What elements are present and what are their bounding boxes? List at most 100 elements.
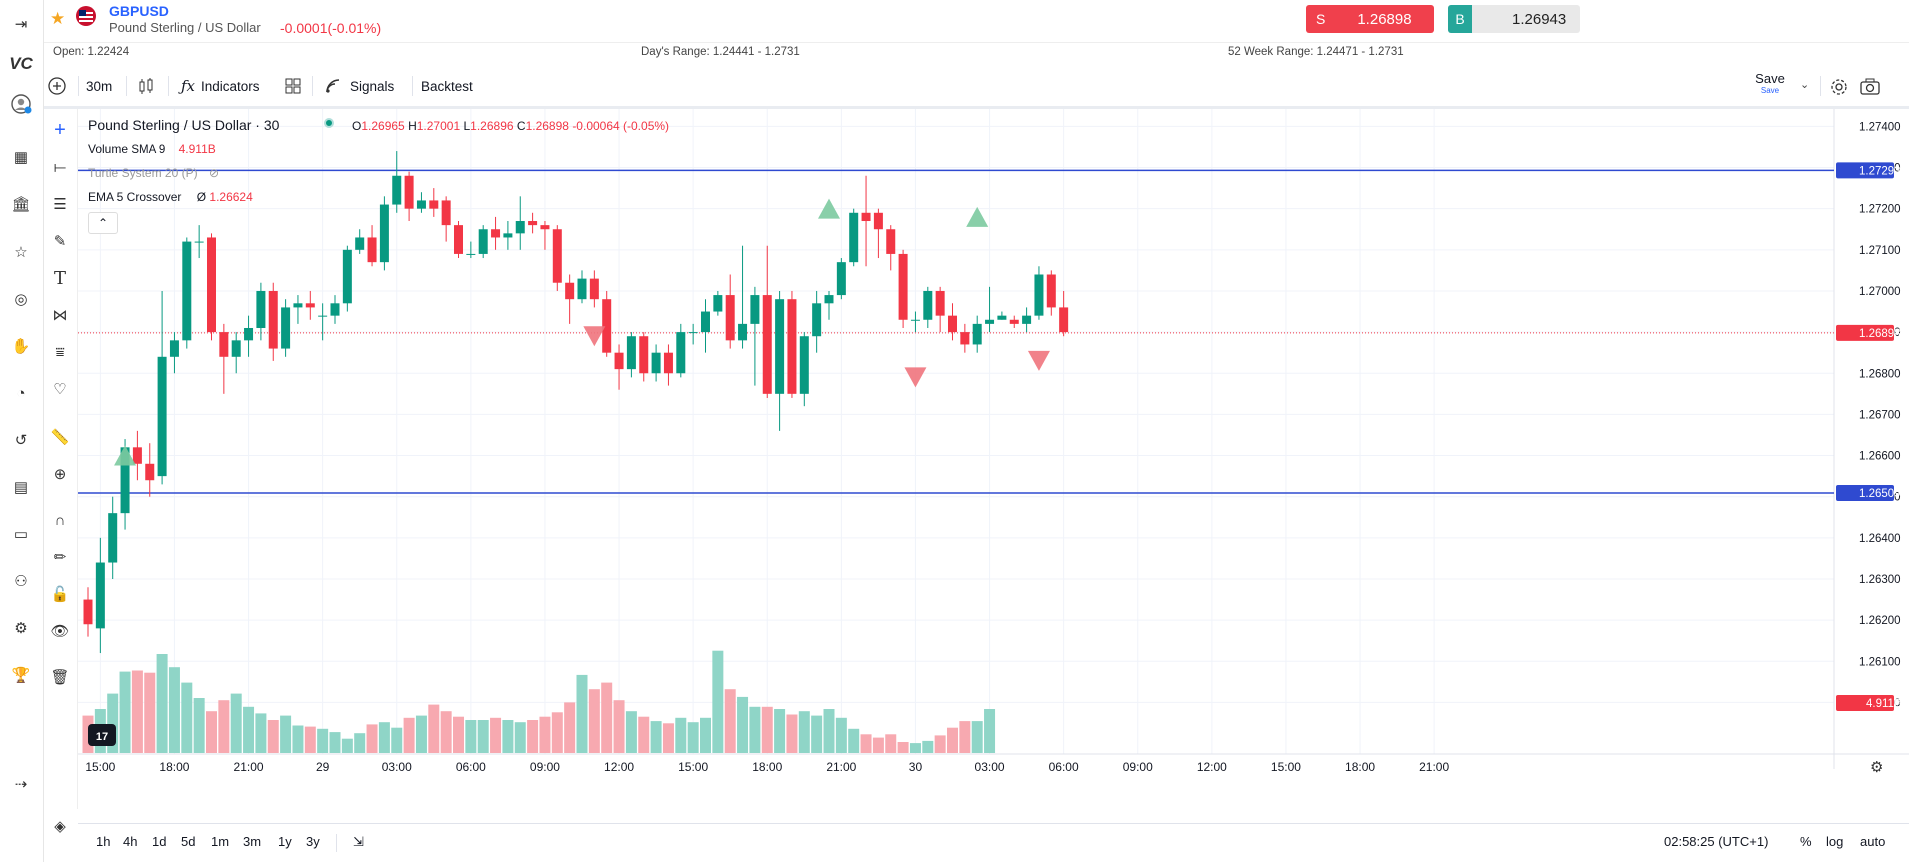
price-change: -0.0001(-0.01%) — [280, 20, 382, 36]
heart-icon[interactable]: ♡ — [53, 381, 67, 398]
bank-icon[interactable]: 🏛 — [11, 196, 31, 213]
trendline-icon[interactable]: ⟝ — [53, 158, 67, 176]
profile-icon[interactable]: ◎ — [14, 291, 28, 308]
screenshot-button[interactable] — [1859, 77, 1881, 100]
goto-date-icon[interactable]: ⇲ — [353, 834, 364, 849]
ema-symbol: Ø — [196, 190, 207, 204]
range-1y[interactable]: 1y — [278, 834, 292, 849]
trophy-icon[interactable]: 🏆 — [11, 667, 31, 684]
bottom-toolbar: 1h 4h 1d 5d 1m 3m 1y 3y ⇲ 02:58:25 (UTC+… — [78, 823, 1909, 860]
layers-icon[interactable]: ◈ — [54, 818, 66, 835]
pattern-icon[interactable]: ⋈ — [52, 307, 68, 324]
lock-drawing-icon[interactable]: ✏ — [53, 549, 67, 566]
volume-bar — [156, 654, 168, 753]
candle-body — [663, 352, 673, 374]
brush-icon[interactable]: ✎ — [53, 233, 67, 250]
signal-icon — [326, 79, 340, 93]
range-1d[interactable]: 1d — [152, 834, 167, 849]
chart-settings-button[interactable] — [1829, 77, 1849, 100]
unlock-icon[interactable]: 🔓 — [50, 586, 70, 603]
expand-icon[interactable]: ⇥ — [14, 16, 28, 33]
document-icon[interactable]: ▤ — [13, 479, 29, 496]
hand-coin-icon[interactable]: ✋ — [11, 338, 31, 355]
chart-type-button[interactable] — [136, 75, 156, 97]
legend-title[interactable]: Pound Sterling / US Dollar · 30 — [88, 117, 280, 133]
price-chart[interactable]: 1.275001.274001.273001.272001.271001.270… — [78, 109, 1909, 822]
grid-icon — [285, 78, 301, 94]
forecast-icon[interactable]: ⩸ — [55, 343, 65, 361]
c-label: C — [516, 119, 526, 133]
volume-bar — [514, 722, 526, 753]
vc-logo-icon[interactable]: VC — [9, 54, 33, 73]
collapse-legend-button[interactable]: ⌃ — [88, 212, 118, 234]
candle-body — [355, 237, 365, 250]
interval-button[interactable]: 30m — [86, 78, 113, 94]
save-dropdown-icon[interactable]: ⌄ — [1800, 79, 1810, 91]
volume-bar — [317, 728, 329, 753]
apps-icon[interactable]: ▦ — [13, 149, 29, 166]
templates-button[interactable] — [284, 75, 302, 97]
buy-label: B — [1448, 5, 1472, 33]
pie-chart-icon[interactable]: ◔ — [16, 384, 26, 402]
hline-price-tag — [1836, 484, 1894, 501]
trash-icon[interactable]: 🗑 — [50, 669, 70, 686]
candle-body — [787, 299, 797, 394]
ema-legend[interactable]: EMA 5 Crossover Ø 1.26624 — [88, 190, 253, 204]
volume-bar — [144, 672, 156, 753]
candle-body — [83, 599, 93, 625]
wallet-icon[interactable]: ▭ — [13, 526, 29, 543]
o-label: O — [352, 119, 362, 133]
candle-body — [1059, 307, 1069, 333]
open-value: Open: 1.22424 — [53, 46, 130, 58]
percent-toggle[interactable]: % — [1800, 834, 1812, 849]
save-button[interactable]: Save Save — [1750, 71, 1790, 95]
range-1m[interactable]: 1m — [211, 834, 230, 849]
add-symbol-button[interactable] — [47, 75, 67, 97]
symbol-ticker[interactable]: GBPUSD — [109, 3, 169, 19]
volume-bar — [811, 715, 823, 753]
favorite-star-icon[interactable]: ★ — [50, 9, 66, 28]
star-icon[interactable]: ☆ — [14, 244, 28, 261]
eye-icon[interactable]: 👁 — [50, 623, 70, 640]
ruler-icon[interactable]: 📏 — [50, 429, 70, 446]
candle-body — [614, 352, 624, 370]
user-icon[interactable] — [9, 92, 33, 116]
volume-legend[interactable]: Volume SMA 9 4.911B — [88, 142, 216, 156]
sell-label: S — [1316, 11, 1326, 27]
text-tool-icon[interactable]: T — [53, 267, 66, 289]
price-tick-label: 1.26300 — [1859, 574, 1901, 586]
volume-bar — [243, 706, 255, 753]
magnet-icon[interactable]: ∩ — [54, 511, 66, 529]
auto-toggle[interactable]: auto — [1860, 834, 1886, 849]
range-4h[interactable]: 4h — [123, 834, 138, 849]
history-icon[interactable]: ↺ — [14, 432, 28, 449]
eye-hidden-icon[interactable]: ⊘ — [208, 166, 219, 180]
price-tick-label: 1.26700 — [1859, 409, 1901, 421]
range-3m[interactable]: 3m — [243, 834, 262, 849]
person-icon[interactable]: ⚇ — [14, 573, 28, 590]
zoom-in-icon[interactable]: ⊕ — [53, 466, 67, 483]
range-5d[interactable]: 5d — [181, 834, 196, 849]
log-toggle[interactable]: log — [1826, 834, 1844, 849]
time-tick-label: 15:00 — [1271, 760, 1301, 774]
backtest-button[interactable]: Backtest — [421, 78, 473, 94]
volume-bar — [218, 700, 230, 753]
logout-icon[interactable]: ⇢ — [14, 776, 28, 793]
buy-button[interactable]: B 1.26943 — [1448, 5, 1580, 33]
time-tick-label: 09:00 — [1123, 760, 1153, 774]
volume-bar — [465, 720, 477, 753]
turtle-legend[interactable]: Turtle System 20 (P) ⊘ — [88, 166, 219, 180]
buy-signal-marker — [818, 198, 840, 219]
sell-button[interactable]: S 1.26898 — [1306, 5, 1434, 33]
settings-icon[interactable]: ⚙ — [14, 620, 28, 637]
signals-button[interactable]: Signals — [324, 75, 394, 97]
range-1h[interactable]: 1h — [96, 834, 111, 849]
fib-lines-icon[interactable]: ☰ — [53, 196, 67, 213]
crosshair-icon[interactable]: + — [54, 118, 66, 141]
sell-signal-marker — [583, 326, 606, 347]
volume-bar — [366, 724, 378, 753]
candle-body — [626, 336, 636, 370]
range-3y[interactable]: 3y — [306, 834, 320, 849]
volume-bar — [181, 682, 193, 753]
indicators-button[interactable]: ƒx Indicators — [181, 75, 260, 97]
